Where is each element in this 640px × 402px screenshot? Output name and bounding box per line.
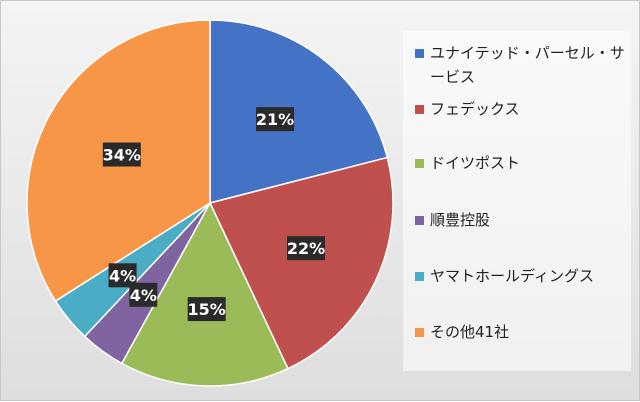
legend-label-ups: ユナイテッド・パーセル・サービス (430, 44, 625, 86)
legend-label-yamato: ヤマトホールディングス (430, 267, 594, 285)
legend-item-yamato: ヤマトホールディングス (415, 264, 625, 288)
data-label-text-ups: 21% (256, 110, 294, 129)
data-label-fedex: 22% (287, 236, 326, 261)
data-label-box-fedex (287, 236, 326, 261)
data-label-text-sf-holding: 4% (130, 286, 157, 305)
legend-item-deutsche-post: ドイツポスト (415, 151, 625, 175)
data-label-box-ups (256, 107, 295, 132)
legend-swatch-ups (415, 49, 424, 58)
data-label-text-yamato: 4% (109, 266, 136, 285)
legend-label-others: その他41社 (430, 323, 510, 341)
data-label-box-others (102, 142, 141, 167)
pie-slice-ups (209, 19, 389, 204)
data-label-others: 34% (102, 142, 141, 167)
chart-legend: ユナイテッド・パーセル・サービス フェデックス ドイツポスト 順豊控股 ヤマトホ… (403, 31, 631, 371)
legend-label-fedex: フェデックス (430, 100, 520, 118)
data-label-text-deutsche-post: 15% (188, 300, 226, 319)
legend-swatch-deutsche-post (415, 159, 424, 168)
pie-slice-fedex (208, 156, 394, 370)
legend-swatch-yamato (415, 272, 424, 281)
legend-swatch-others (415, 328, 424, 337)
legend-item-fedex: フェデックス (415, 97, 625, 121)
pie-chart: 21% 22% 15% 4%4% 34% (26, 19, 394, 387)
data-label-text-others: 34% (103, 146, 141, 165)
legend-item-others: その他41社 (415, 320, 625, 344)
legend-item-ups: ユナイテッド・パーセル・サービス (415, 41, 625, 89)
legend-item-sf-holding: 順豊控股 (415, 208, 625, 232)
legend-label-deutsche-post: ドイツポスト (430, 154, 521, 172)
data-label-box-yamato (108, 263, 137, 288)
data-label-text-fedex: 22% (287, 239, 325, 258)
legend-label-sf-holding: 順豊控股 (430, 211, 491, 229)
data-label-ups: 21% (256, 107, 295, 132)
data-label-yamato: 4% (108, 263, 137, 288)
data-label-deutsche-post: 15% (187, 297, 226, 322)
legend-swatch-sf-holding (415, 216, 424, 225)
pie-slice-deutsche-post (120, 201, 289, 387)
data-label-box-deutsche-post (187, 297, 226, 322)
legend-swatch-fedex (415, 105, 424, 114)
